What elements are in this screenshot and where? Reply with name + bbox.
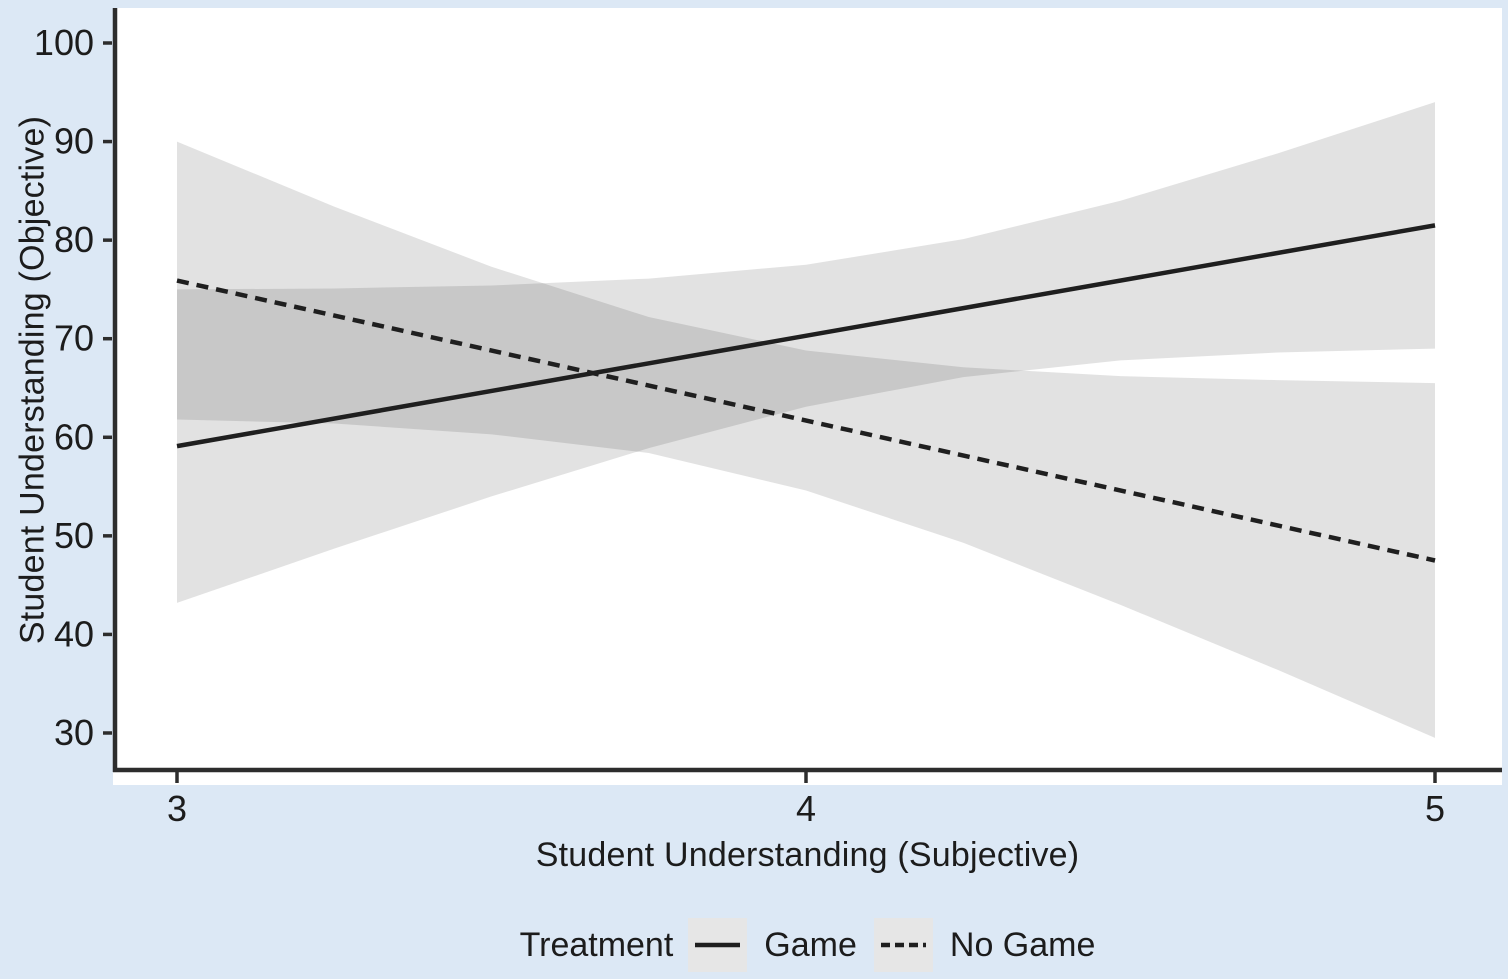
y-tick-label: 70 (54, 318, 94, 359)
trend-line-game (176, 223, 1436, 449)
x-axis-title: Student Understanding (Subjective) (535, 836, 1080, 874)
y-tick-label: 90 (54, 121, 94, 162)
trend-line-no-game (176, 278, 1436, 563)
dashed-line-icon (880, 942, 926, 948)
y-axis-title: Student Understanding (Objective) (13, 115, 52, 645)
ci-ribbon-game (177, 102, 1435, 603)
y-tick-label: 50 (54, 515, 94, 556)
legend: Treatment Game No Game (113, 916, 1502, 974)
legend-label-no-game: No Game (949, 925, 1096, 964)
legend-key-no-game (873, 918, 933, 972)
y-tick-label: 40 (54, 613, 94, 654)
ci-ribbon-no-game (177, 141, 1435, 738)
legend-key-game (688, 918, 748, 972)
legend-title: Treatment (519, 925, 674, 964)
solid-line-icon (695, 942, 741, 948)
y-tick-label: 100 (34, 22, 94, 63)
legend-label-game: Game (764, 925, 857, 964)
y-tick-label: 60 (54, 416, 94, 457)
plot-panel (113, 8, 1502, 785)
y-tick-label: 30 (54, 712, 94, 753)
y-tick-label: 80 (54, 219, 94, 260)
x-tick-label: 4 (796, 788, 816, 829)
x-tick-label: 3 (167, 788, 187, 829)
x-tick-label: 5 (1425, 788, 1445, 829)
